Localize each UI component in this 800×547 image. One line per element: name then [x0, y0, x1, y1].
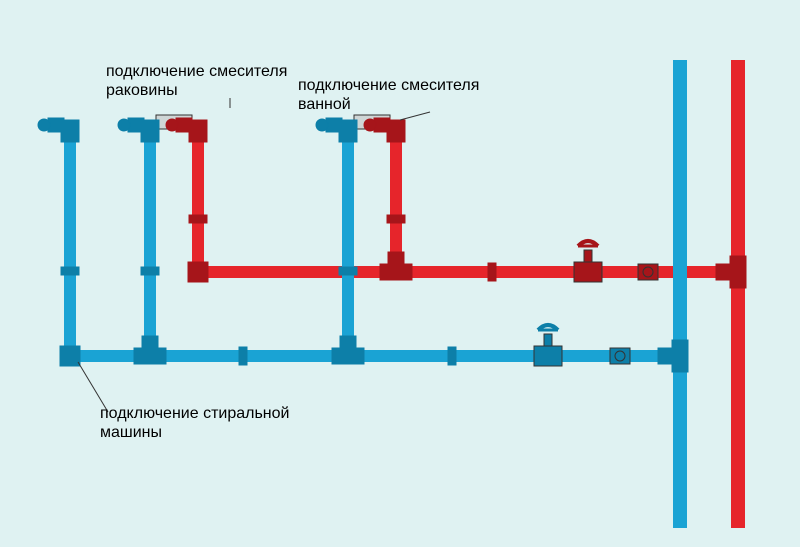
label-washer: подключение стиральной машины — [100, 404, 289, 442]
label-bath-mixer: подключение смесителя ванной — [298, 76, 479, 114]
label-sink-mixer: подключение смесителя раковины — [106, 62, 287, 100]
